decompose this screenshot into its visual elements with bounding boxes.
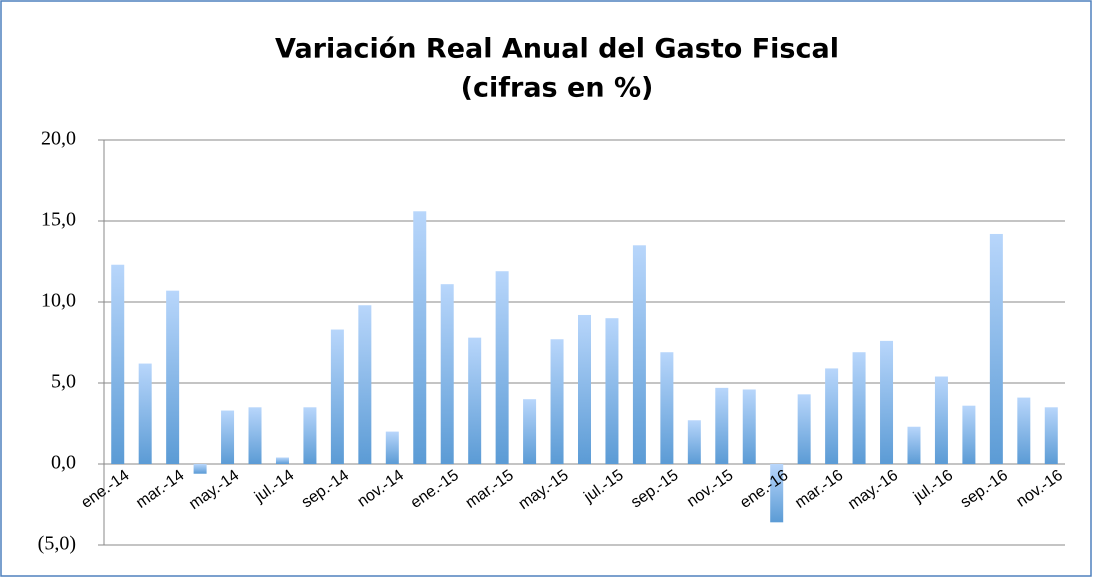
bar [330, 329, 344, 464]
y-tick-label: 10,0 [41, 290, 76, 312]
bar [440, 284, 454, 464]
bar [166, 290, 180, 464]
bar [852, 352, 866, 464]
bar [742, 389, 756, 464]
bar [660, 352, 674, 464]
bar [715, 387, 729, 464]
y-tick-label: 15,0 [41, 209, 76, 231]
bar [221, 410, 235, 464]
bar [605, 318, 619, 464]
bar [687, 420, 701, 464]
bar [413, 211, 427, 464]
bar [193, 464, 207, 474]
bar [1044, 407, 1058, 464]
bar [962, 405, 976, 464]
bar [880, 340, 894, 464]
bar [468, 337, 482, 464]
bar [303, 407, 317, 464]
y-tick-label: (5,0) [38, 533, 76, 555]
bar [523, 399, 537, 464]
bar [797, 394, 811, 464]
bar [495, 271, 509, 464]
bar [907, 426, 921, 464]
bar [1017, 397, 1031, 464]
bar [934, 376, 948, 464]
bar [248, 407, 262, 464]
bar [989, 233, 1003, 464]
bar [578, 314, 591, 464]
bar [385, 431, 399, 464]
chart-subtitle: (cifras en %) [461, 73, 654, 104]
bar [632, 245, 646, 464]
bar [770, 464, 784, 523]
bar [275, 457, 289, 464]
bar [111, 264, 125, 464]
bar [825, 368, 839, 464]
y-tick-label: 0,0 [51, 452, 76, 474]
y-tick-label: 5,0 [51, 371, 76, 393]
bar [358, 305, 372, 464]
y-tick-label: 20,0 [41, 128, 76, 150]
bar [550, 339, 564, 464]
chart-title: Variación Real Anual del Gasto Fiscal [275, 34, 839, 65]
bar [138, 363, 152, 464]
